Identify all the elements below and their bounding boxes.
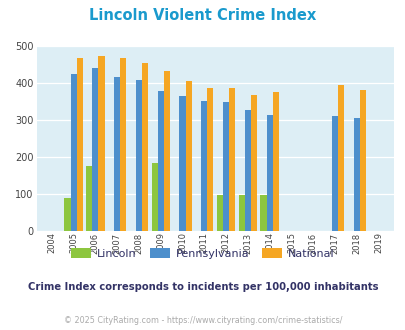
Bar (151, 163, 157, 231)
Bar (260, 195, 266, 231)
Bar (114, 77, 120, 231)
Bar (185, 81, 191, 231)
Text: Crime Index corresponds to incidents per 100,000 inhabitants: Crime Index corresponds to incidents per… (28, 282, 377, 292)
Bar (179, 96, 185, 231)
Bar (77, 58, 83, 231)
Bar (238, 195, 244, 231)
Bar (207, 88, 213, 231)
Bar (272, 92, 278, 231)
Text: Lincoln Violent Crime Index: Lincoln Violent Crime Index (89, 8, 316, 23)
Bar (136, 80, 142, 231)
Bar (142, 63, 148, 231)
Text: © 2025 CityRating.com - https://www.cityrating.com/crime-statistics/: © 2025 CityRating.com - https://www.city… (64, 316, 341, 325)
Bar (98, 56, 104, 231)
Bar (86, 166, 92, 231)
Bar (70, 74, 77, 231)
Bar (92, 68, 98, 231)
Bar (64, 198, 70, 231)
Bar (337, 85, 343, 231)
Bar (157, 90, 163, 231)
Bar (331, 116, 337, 231)
Bar (250, 95, 256, 231)
Bar (266, 115, 272, 231)
Legend: Lincoln, Pennsylvania, National: Lincoln, Pennsylvania, National (67, 244, 338, 263)
Bar (216, 195, 222, 231)
Bar (222, 102, 228, 231)
Bar (120, 58, 126, 231)
Bar (228, 88, 234, 231)
Bar (353, 118, 359, 231)
Bar (163, 71, 169, 231)
Bar (244, 110, 250, 231)
Bar (201, 101, 207, 231)
Bar (359, 90, 365, 231)
